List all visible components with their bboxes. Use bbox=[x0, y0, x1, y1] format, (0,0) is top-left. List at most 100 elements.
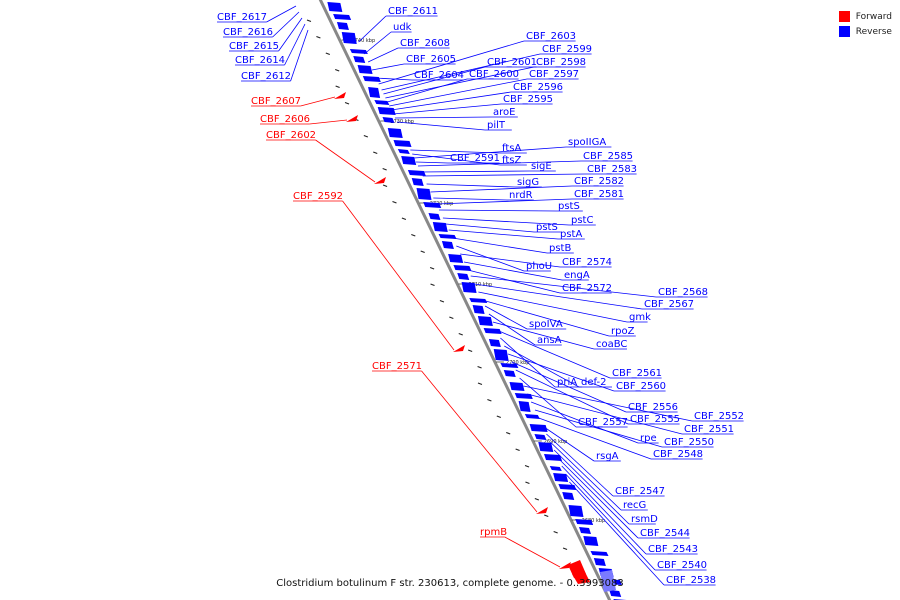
forward-gene-arrow bbox=[346, 115, 358, 122]
reverse-gene-block bbox=[568, 505, 584, 517]
reverse-leader-line bbox=[527, 393, 683, 435]
reverse-gene-block bbox=[514, 393, 533, 399]
reverse-leader-line bbox=[436, 198, 573, 205]
reverse-gene-block bbox=[336, 22, 349, 30]
reverse-leader-line bbox=[488, 313, 536, 346]
reverse-gene-label: rsmD bbox=[631, 514, 658, 525]
reverse-gene-label: pstS bbox=[558, 201, 580, 212]
reverse-leader-line bbox=[565, 473, 656, 571]
reverse-gene-block bbox=[524, 414, 540, 419]
reverse-gene-label: CBF_2605 bbox=[406, 54, 456, 65]
reverse-leader-line bbox=[364, 31, 392, 55]
reverse-gene-block bbox=[441, 241, 454, 249]
reverse-gene-label: CBF_2600 bbox=[469, 69, 519, 80]
reverse-leader-line bbox=[452, 237, 548, 254]
reverse-gene-label: CBF_2567 bbox=[644, 299, 694, 310]
reverse-gene-label: CBF_2599 bbox=[542, 44, 592, 55]
reverse-leader-line bbox=[284, 23, 306, 66]
reverse-gene-label: pstA bbox=[560, 229, 582, 240]
feature-tick bbox=[534, 497, 540, 501]
reverse-gene-label: CBF_2581 bbox=[574, 189, 624, 200]
reverse-gene-label: ftsZ bbox=[502, 155, 521, 166]
forward-gene-arrow bbox=[453, 345, 465, 352]
forward-leader-line bbox=[342, 200, 455, 351]
forward-gene-arrow bbox=[559, 562, 571, 569]
label-leader-lines bbox=[217, 5, 744, 586]
reverse-gene-block bbox=[401, 156, 417, 165]
reverse-gene-label: CBF_2585 bbox=[583, 151, 633, 162]
reverse-leader-line bbox=[378, 40, 525, 85]
reverse-gene-block bbox=[590, 551, 609, 556]
feature-tick bbox=[496, 415, 502, 419]
reverse-leader-line bbox=[496, 329, 611, 379]
feature-tick bbox=[344, 101, 350, 105]
feature-tick bbox=[439, 299, 445, 303]
feature-tick bbox=[420, 250, 425, 254]
reverse-gene-block bbox=[327, 2, 343, 12]
reverse-swatch bbox=[838, 26, 850, 37]
reverse-leader-line bbox=[474, 283, 643, 310]
reverse-leader-line bbox=[561, 465, 647, 555]
forward-gene-arrow bbox=[334, 92, 346, 99]
reverse-leader-line bbox=[504, 345, 580, 388]
reverse-gene-block bbox=[357, 65, 373, 74]
reverse-gene-label: pstB bbox=[549, 243, 571, 254]
reverse-gene-label: spoIIGA bbox=[568, 137, 606, 148]
reverse-gene-label: CBF_2551 bbox=[684, 424, 734, 435]
reverse-leader-line bbox=[396, 121, 486, 131]
reverse-gene-label: CBF_2617 bbox=[217, 12, 267, 23]
feature-tick bbox=[430, 283, 435, 287]
reverse-leader-line bbox=[389, 78, 528, 107]
backbone-line bbox=[318, 0, 612, 600]
reverse-leader-line bbox=[553, 449, 630, 525]
reverse-gene-label: sigG bbox=[517, 177, 539, 188]
feature-tick bbox=[524, 464, 530, 468]
feature-tick bbox=[363, 134, 369, 138]
feature-tick bbox=[373, 151, 378, 155]
feature-tick bbox=[525, 481, 530, 485]
forward-gene-label: CBF_2571 bbox=[372, 361, 422, 372]
forward-leader-line bbox=[421, 370, 538, 513]
reverse-leader-line bbox=[422, 173, 586, 177]
reverse-gene-block bbox=[493, 349, 509, 361]
reverse-gene-label: pstC bbox=[571, 215, 593, 226]
reverse-gene-label: phoU bbox=[526, 261, 552, 272]
reverse-leader-line bbox=[448, 229, 559, 240]
legend-label-forward: Forward bbox=[855, 11, 892, 22]
feature-tick bbox=[411, 233, 416, 237]
reverse-gene-block bbox=[538, 442, 554, 452]
reverse-leader-line bbox=[383, 66, 486, 95]
feature-tick bbox=[401, 217, 407, 221]
feature-tick bbox=[382, 184, 388, 188]
reverse-gene-label: CBF_2595 bbox=[503, 94, 553, 105]
reverse-gene-block bbox=[453, 265, 472, 271]
reverse-gene-label: aroE bbox=[493, 107, 515, 118]
feature-tick bbox=[316, 35, 321, 39]
reverse-gene-block bbox=[483, 328, 502, 334]
reverse-gene-block bbox=[407, 170, 426, 176]
tick-label: 2700 kbp bbox=[506, 360, 530, 366]
reverse-leader-line bbox=[534, 409, 663, 448]
reverse-leader-line bbox=[463, 261, 563, 281]
reverse-gene-block bbox=[609, 590, 622, 597]
feature-tick bbox=[477, 365, 482, 369]
reverse-gene-block bbox=[600, 570, 616, 592]
reverse-gene-label: CBF_2597 bbox=[529, 69, 579, 80]
reverse-gene-block bbox=[448, 254, 464, 263]
reverse-leader-line bbox=[416, 161, 449, 164]
reverse-leader-line bbox=[546, 433, 614, 497]
reverse-gene-block bbox=[349, 49, 368, 54]
reverse-gene-label: CBF_2612 bbox=[241, 71, 291, 82]
reverse-gene-label: CBF_2608 bbox=[400, 38, 450, 49]
reverse-gene-label: CBF_2601 bbox=[487, 57, 537, 68]
feature-tick bbox=[515, 448, 520, 452]
reverse-gene-label: CBF_2598 bbox=[536, 57, 586, 68]
reverse-gene-label: def-2 bbox=[581, 377, 606, 388]
reverse-gene-label: priA bbox=[557, 377, 577, 388]
reverse-gene-label: CBF_2556 bbox=[628, 402, 678, 413]
reverse-gene-block bbox=[488, 339, 501, 347]
legend-label-reverse: Reverse bbox=[855, 26, 892, 37]
reverse-gene-label: CBF_2611 bbox=[388, 6, 438, 17]
